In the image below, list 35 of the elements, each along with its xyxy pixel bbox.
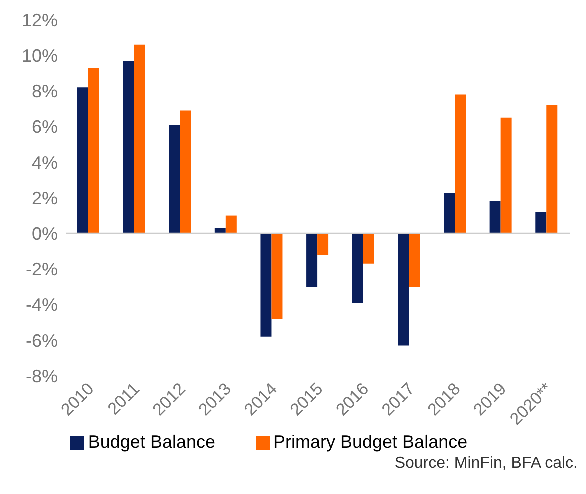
y-tick-label: -6% [26,330,58,351]
bar [88,68,100,234]
bar [455,94,466,234]
y-tick-label: 4% [32,152,58,173]
bar [363,234,374,264]
y-tick-label: 6% [32,117,58,138]
bar [260,234,272,337]
bar [123,60,134,234]
bar [546,105,558,234]
bar [180,110,192,234]
legend-label: Primary Budget Balance [274,432,468,452]
bar [500,118,512,234]
y-tick-label: 2% [32,188,58,208]
bar [306,234,318,287]
bar [409,234,420,287]
y-tick-label: -2% [26,260,58,280]
y-tick-label: 10% [22,46,58,66]
bar [536,212,547,234]
bar [226,216,237,234]
bar [490,202,501,234]
y-tick-label: -4% [26,295,58,316]
bar [77,88,88,234]
bar [318,234,329,255]
bar [444,194,455,234]
bar [398,234,410,346]
y-tick-label: 0% [32,224,58,244]
legend-label: Budget Balance [88,432,216,452]
bar [272,234,283,320]
bar [169,125,180,234]
source-note: Source: MinFin, BFA calc. [394,455,578,473]
bar [352,234,364,304]
y-tick-label: 8% [32,82,58,102]
y-tick-label: -8% [26,366,58,386]
bar [134,44,146,234]
y-tick-label: 12% [22,10,58,30]
